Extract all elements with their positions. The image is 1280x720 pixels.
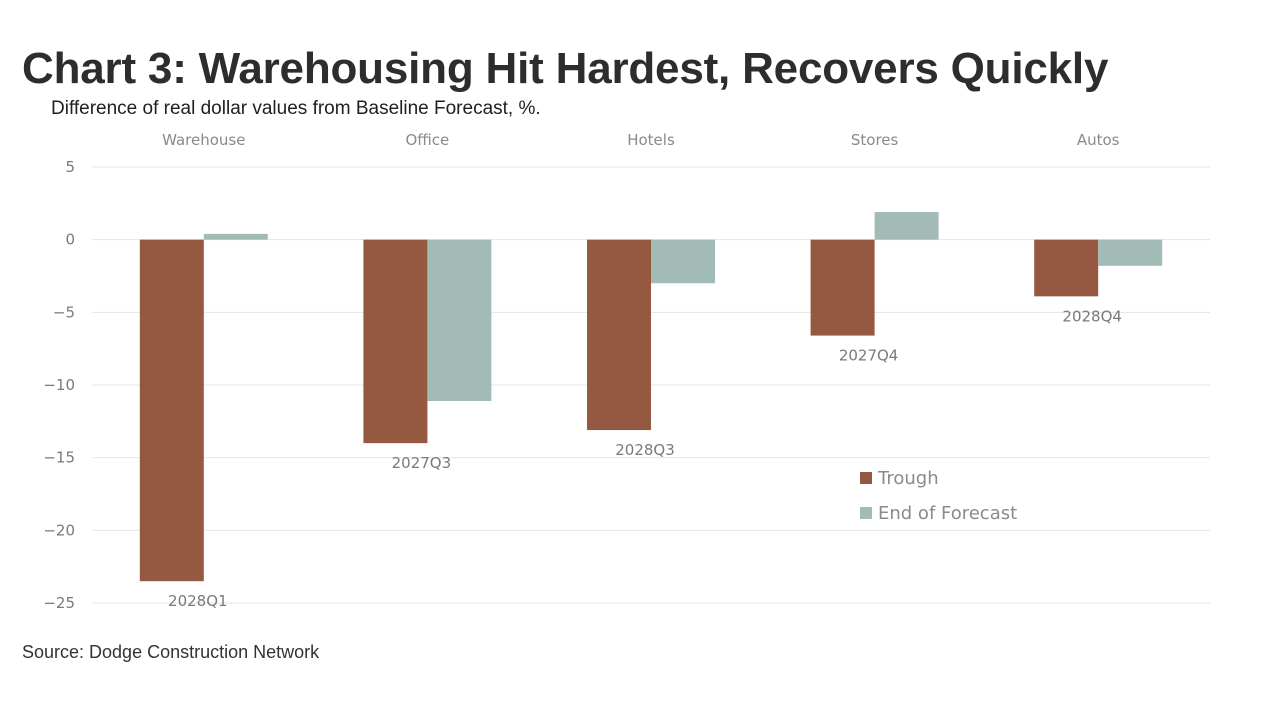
category-label: Office bbox=[406, 131, 450, 149]
bar-end-of-forecast bbox=[1098, 239, 1163, 266]
legend-swatch-end-of-forecast bbox=[860, 507, 872, 519]
data-labels: 2028Q1 2027Q3 2028Q3 2027Q4 2028Q4 bbox=[168, 307, 1122, 610]
bar-trough bbox=[363, 239, 428, 444]
bar-trough bbox=[1034, 239, 1099, 297]
y-tick-label: −25 bbox=[43, 594, 75, 612]
category-label: Hotels bbox=[627, 131, 675, 149]
trough-date-label: 2027Q4 bbox=[839, 347, 899, 365]
bar-end-of-forecast bbox=[874, 212, 939, 240]
legend: Trough End of Forecast bbox=[860, 468, 1017, 524]
trough-date-label: 2028Q1 bbox=[168, 592, 228, 610]
chart-title: Chart 3: Warehousing Hit Hardest, Recove… bbox=[22, 44, 1109, 93]
y-tick-label: 0 bbox=[65, 231, 75, 249]
legend-label: End of Forecast bbox=[878, 503, 1017, 524]
category-labels: Warehouse Office Hotels Stores Autos bbox=[162, 131, 1120, 149]
bar-trough bbox=[587, 239, 651, 431]
legend-label: Trough bbox=[877, 468, 939, 489]
y-tick-label: −5 bbox=[53, 303, 75, 321]
bar-trough bbox=[810, 239, 875, 336]
bar-trough bbox=[139, 239, 204, 582]
bars bbox=[139, 212, 1163, 582]
bar-end-of-forecast bbox=[203, 233, 268, 240]
y-tick-label: −20 bbox=[43, 521, 75, 539]
y-tick-label: −15 bbox=[43, 449, 75, 467]
category-label: Warehouse bbox=[162, 131, 245, 149]
bar-end-of-forecast bbox=[651, 239, 715, 284]
bar-end-of-forecast bbox=[427, 239, 492, 401]
chart-subtitle: Difference of real dollar values from Ba… bbox=[51, 98, 541, 119]
y-axis-ticks: 5 0 −5 −10 −15 −20 −25 bbox=[43, 158, 75, 612]
source-note: Source: Dodge Construction Network bbox=[22, 642, 320, 662]
trough-date-label: 2027Q3 bbox=[392, 454, 452, 472]
trough-date-label: 2028Q4 bbox=[1062, 307, 1122, 325]
y-tick-label: 5 bbox=[65, 158, 75, 176]
y-tick-label: −10 bbox=[43, 376, 75, 394]
category-label: Autos bbox=[1077, 131, 1120, 149]
legend-swatch-trough bbox=[860, 472, 872, 484]
category-label: Stores bbox=[851, 131, 899, 149]
trough-date-label: 2028Q3 bbox=[615, 441, 675, 459]
